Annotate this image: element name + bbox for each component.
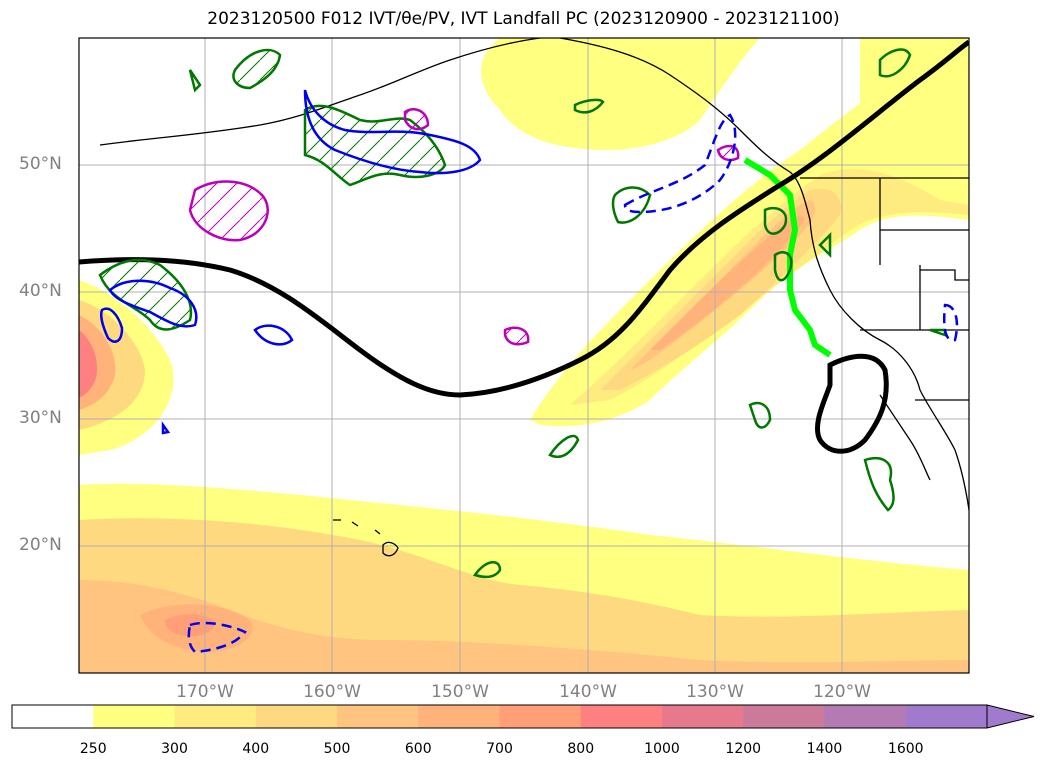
baja-california (879, 394, 931, 481)
colorbar-segment (580, 705, 663, 728)
colorbar-segment (418, 705, 500, 728)
colorbar-tick-label: 1400 (806, 741, 843, 757)
colorbar-tick-label: 400 (242, 741, 270, 757)
north-america-coast (559, 38, 969, 511)
lon-label-120w: 120°W (813, 682, 871, 702)
colorbar-segment (905, 705, 988, 728)
colorbar-tick-label: 600 (404, 741, 432, 757)
coastlines (99, 38, 969, 557)
lon-label-170w: 170°W (176, 682, 234, 702)
colorbar-tick-label: 250 (79, 741, 107, 757)
map-frame (78, 37, 970, 674)
lat-label-50n: 50°N (19, 154, 62, 174)
colorbar-segment (174, 705, 257, 728)
lon-label-140w: 140°W (559, 682, 617, 702)
colorbar-tick-label: 300 (161, 741, 188, 757)
ivt-contour-south-800 (165, 614, 215, 637)
lat-label-30n: 30°N (19, 408, 62, 428)
ivt-contour-250-ne (860, 38, 969, 160)
ivt-contour-250-north (481, 38, 760, 150)
colorbar-tick-label: 1200 (725, 741, 762, 757)
colorbar-tick-label: 700 (486, 741, 513, 757)
colorbar-tick-label: 1600 (887, 741, 924, 757)
ivt-contour-600 (650, 216, 805, 350)
colorbar-outline (11, 704, 988, 729)
colorbar-segment (93, 705, 175, 728)
lon-label-150w: 150°W (431, 682, 489, 702)
lon-label-130w: 130°W (686, 682, 744, 702)
colorbar-segment (743, 705, 825, 728)
pc-contour-main (79, 39, 969, 398)
colorbar-segment (337, 705, 419, 728)
alaska-peninsula (99, 38, 541, 146)
pv-contours-dashed (187, 113, 959, 654)
ivt-fill-layer (79, 38, 969, 673)
map-title: 2023120500 F012 IVT/θe/PV, IVT Landfall … (207, 9, 840, 29)
ivt-contour-west-800 (79, 330, 98, 398)
colorbar-segment (255, 705, 338, 728)
lat-label-40n: 40°N (19, 281, 62, 301)
colorbar-segment (824, 705, 907, 728)
colorbar (11, 704, 1035, 729)
ivt-contour-250 (530, 38, 969, 427)
us-state-borders (860, 178, 969, 401)
colorbar-tick-label: 500 (323, 741, 351, 757)
pc-contour-closed (814, 353, 889, 454)
pv-contours-solid (100, 89, 482, 435)
colorbar-tick-label: 800 (567, 741, 595, 757)
lon-label-160w: 160°W (303, 682, 361, 702)
colorbar-segment (12, 705, 94, 728)
colorbar-segment (662, 705, 744, 728)
pv-hatched-regions (188, 108, 740, 346)
colorbar-tick-label: 1000 (644, 741, 680, 757)
colorbar-extension-icon (986, 704, 1035, 729)
ivt-contour-south-500 (79, 580, 969, 673)
colorbar-segment (499, 705, 582, 728)
lat-label-20n: 20°N (19, 535, 62, 555)
hawaii-islands (333, 519, 399, 557)
